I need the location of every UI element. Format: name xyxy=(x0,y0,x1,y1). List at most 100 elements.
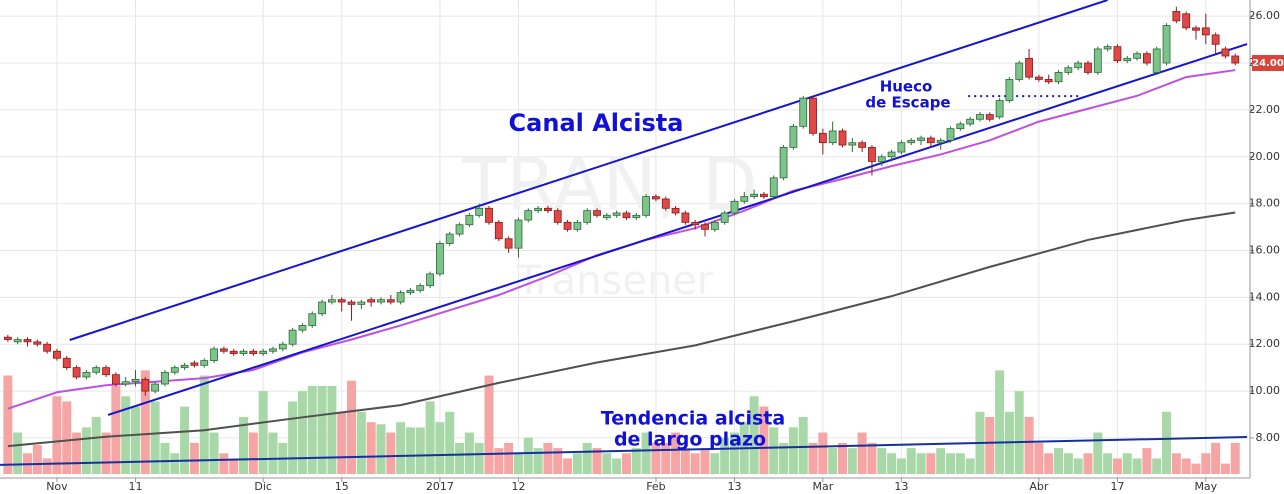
candle-body xyxy=(367,299,376,303)
volume-bar xyxy=(641,432,651,474)
volume-bar xyxy=(396,422,406,474)
candle-body xyxy=(72,367,81,378)
x-tick-label: 11 xyxy=(129,480,143,493)
candle-body xyxy=(475,207,484,216)
candle-body xyxy=(33,341,42,345)
y-tick-label: 8.00 xyxy=(1256,431,1281,444)
volume-bar xyxy=(366,422,376,474)
candle-body xyxy=(966,118,975,125)
volume-bar xyxy=(1152,458,1162,474)
volume-bar xyxy=(867,442,877,474)
candle-body xyxy=(602,214,611,219)
annotation: de largo plazo xyxy=(614,429,766,451)
candle-body xyxy=(828,130,837,144)
candle-body xyxy=(219,348,228,352)
trend-line xyxy=(107,43,1248,416)
x-tick-label: May xyxy=(1194,480,1217,493)
candle-body xyxy=(298,325,307,331)
candle-body xyxy=(1025,57,1033,78)
volume-bar xyxy=(651,442,661,474)
volume-bar xyxy=(1142,448,1152,474)
volume-bar xyxy=(513,453,523,474)
volume-bar xyxy=(464,432,474,474)
volume-bar xyxy=(484,375,494,474)
volume-bar xyxy=(965,458,975,474)
candle-body xyxy=(818,132,827,144)
candle-body xyxy=(809,97,817,134)
volume-bar xyxy=(1093,432,1103,474)
volume-bar xyxy=(435,422,445,474)
candle-body xyxy=(1162,25,1171,64)
volume-bar xyxy=(229,458,239,474)
candle-body xyxy=(210,348,218,362)
candle-body xyxy=(200,360,209,366)
volume-bar xyxy=(936,448,946,474)
candle-body xyxy=(1123,57,1132,62)
volume-bar xyxy=(13,432,23,474)
candle-body xyxy=(239,350,248,354)
candle-body xyxy=(151,383,160,392)
volume-bar xyxy=(582,442,592,474)
y-tick-label: 16.00 xyxy=(1249,243,1281,256)
volume-bar xyxy=(52,396,62,474)
volume-bar xyxy=(572,453,582,474)
last-price-box xyxy=(1252,55,1284,72)
candle-body xyxy=(141,378,150,392)
candle-body xyxy=(701,224,709,230)
candle-body xyxy=(288,329,297,345)
volume-bar xyxy=(533,448,543,474)
candle-body xyxy=(858,142,867,148)
volume-bar xyxy=(1054,448,1064,474)
volume-bar xyxy=(239,417,249,474)
volume-bar xyxy=(425,401,435,474)
volume-bar xyxy=(258,391,268,474)
candle-body xyxy=(652,196,660,200)
x-tick-label: 13 xyxy=(727,480,741,493)
candle-body xyxy=(632,214,641,219)
candle-body xyxy=(62,357,71,369)
candle-body xyxy=(868,146,876,162)
candle-body xyxy=(406,289,415,294)
annotation: Tendencia alcista xyxy=(601,408,785,430)
volume-bar xyxy=(700,448,710,474)
volume-bar xyxy=(1132,458,1142,474)
volume-bar xyxy=(788,427,798,474)
volume-bar xyxy=(759,406,769,474)
candle-body xyxy=(1172,11,1181,22)
volume-bar xyxy=(916,453,926,474)
candle-body xyxy=(750,193,759,197)
volume-bar xyxy=(553,448,563,474)
trend-line xyxy=(69,0,1108,341)
volume-bar xyxy=(955,453,965,474)
volume-bar xyxy=(543,442,553,474)
volume-bar xyxy=(199,375,209,474)
y-tick-label: 26.00 xyxy=(1249,9,1281,22)
volume-bar xyxy=(828,448,838,474)
x-tick-label: 13 xyxy=(894,480,908,493)
annotation: Hueco xyxy=(880,78,933,96)
candle-body xyxy=(92,367,101,373)
volume-bar xyxy=(1103,453,1113,474)
candle-body xyxy=(799,97,808,127)
candle-body xyxy=(838,130,847,146)
volume-bar xyxy=(288,401,298,474)
last-price-label: 24.00 xyxy=(1252,58,1284,69)
volume-bar xyxy=(1083,453,1093,474)
volume-bar xyxy=(612,458,622,474)
candle-body xyxy=(710,221,719,230)
candle-body xyxy=(396,292,405,303)
volume-bar xyxy=(140,370,150,474)
candle-body xyxy=(544,207,552,212)
volume-bar xyxy=(32,444,42,474)
volume-bar xyxy=(1162,411,1172,474)
candle-body xyxy=(779,146,788,179)
volume-bar xyxy=(1220,463,1230,474)
candle-body xyxy=(524,210,533,221)
volume-bar xyxy=(887,453,897,474)
volume-bar xyxy=(818,432,828,474)
volume-bar xyxy=(680,448,690,474)
volume-bar xyxy=(720,437,730,474)
volume-bar xyxy=(3,375,13,474)
volume-bar xyxy=(219,453,229,474)
